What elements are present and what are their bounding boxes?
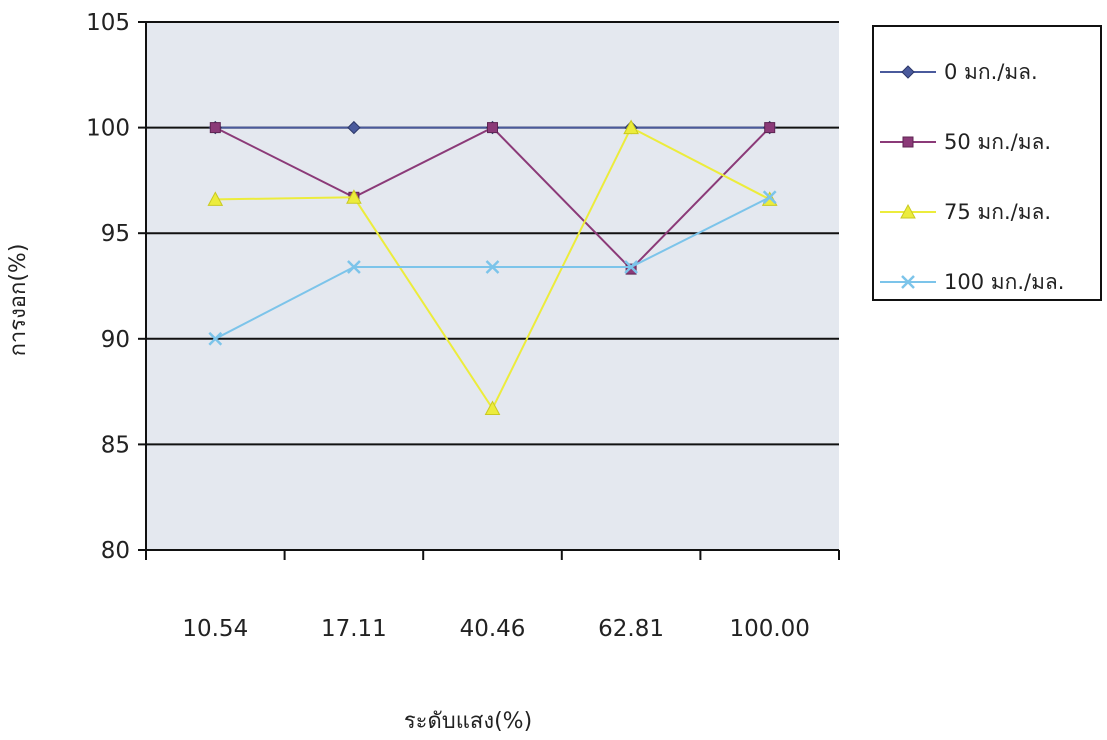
series-layer <box>207 119 778 415</box>
y-axis: 80 85 90 95 100 105 <box>86 10 147 564</box>
data-point-s1-2 <box>487 122 498 134</box>
data-point-s1-0 <box>209 122 221 134</box>
legend-marker-3 <box>901 275 915 289</box>
legend-marker-2 <box>900 203 916 219</box>
y-tick-label-105: 105 <box>86 10 130 36</box>
data-point-s3-3 <box>624 260 638 274</box>
y-tick-label-80: 80 <box>101 538 130 564</box>
x-tick-label-1: 17.11 <box>321 616 387 642</box>
y-tick-label-90: 90 <box>101 327 130 353</box>
data-point-s2-2 <box>484 400 501 415</box>
legend-label-1: 50 มก./มล. <box>944 130 1051 154</box>
x-tick-label-4: 100.00 <box>729 616 809 642</box>
y-tick-label-100: 100 <box>86 116 130 142</box>
x-axis-title: ระดับแสง(%) <box>404 709 532 734</box>
data-point-s2-1 <box>346 189 362 204</box>
y-tick-label-85: 85 <box>101 432 130 458</box>
legend-label-0: 0 มก./มล. <box>944 60 1038 84</box>
y-tick-label-95: 95 <box>101 221 130 247</box>
legend-marker-1 <box>902 136 914 148</box>
data-point-s1-3 <box>625 263 637 275</box>
data-point-s0-1 <box>347 120 361 135</box>
data-point-s3-2 <box>485 260 500 274</box>
data-point-s1-4 <box>764 122 776 134</box>
data-point-s3-1 <box>347 260 361 274</box>
legend: 0 มก./มล. 50 มก./มล. 75 มก./มล. 100 มก./มล. <box>872 25 1102 301</box>
legend-label-3: 100 มก./มล. <box>944 270 1064 294</box>
x-tick-label-0: 10.54 <box>182 616 248 642</box>
legend-label-2: 75 มก./มล. <box>944 200 1051 224</box>
x-axis: 10.54 17.11 40.46 62.81 100.00 <box>145 549 840 642</box>
data-point-s3-4 <box>762 190 777 205</box>
data-point-s3-0 <box>208 331 223 346</box>
data-point-s2-0 <box>207 191 224 206</box>
x-tick-label-3: 62.81 <box>598 616 664 642</box>
plot-area <box>146 22 839 550</box>
data-point-s2-3 <box>623 119 639 135</box>
y-axis-title: การงอก(%) <box>6 244 31 357</box>
legend-marker-0 <box>901 65 915 79</box>
x-tick-label-2: 40.46 <box>460 616 526 642</box>
